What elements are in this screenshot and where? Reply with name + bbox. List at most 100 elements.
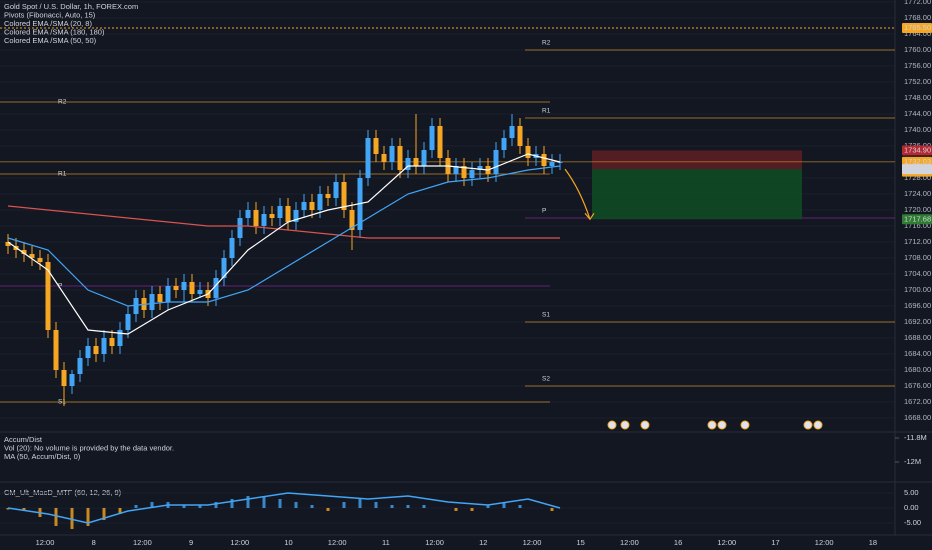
x-tick-label: 11 [382, 538, 390, 547]
candle-body [333, 182, 339, 198]
y-tick-label: 1700.00 [904, 285, 931, 294]
histogram-bar [262, 496, 266, 508]
candle-body [453, 166, 459, 174]
price-badge [902, 23, 932, 33]
y-tick-label: 1768.00 [904, 13, 931, 22]
candle-body [309, 202, 315, 210]
candle-body [21, 250, 27, 254]
x-tick-label: 17 [771, 538, 779, 547]
x-tick-label: 9 [189, 538, 193, 547]
event-icon [640, 420, 650, 430]
histogram-bar [278, 499, 282, 508]
price-badge [902, 214, 932, 225]
price-axis: 1772.00 1768.00 1764.00 1760.00 1756.00 1752.… [904, 0, 931, 422]
candle-body [237, 218, 243, 238]
histogram-bar [486, 505, 490, 508]
candle-body [45, 262, 51, 330]
y-tick-label: 1680.00 [904, 365, 931, 374]
pivot-label: R1 [58, 171, 67, 178]
x-tick-label: 12:00 [36, 538, 55, 547]
pivot-label: S2 [542, 376, 550, 383]
legend-entry: Colored EMA /SMA (20, 8) [4, 19, 92, 28]
candle-body [149, 294, 155, 310]
histogram-bar [214, 502, 218, 508]
candle-body [317, 194, 323, 210]
y-tick-label: 1672.00 [904, 397, 931, 406]
legend-entry: Gold Spot / U.S. Dollar, 1h, FOREX.com [4, 2, 138, 11]
histogram-bar [246, 496, 250, 508]
projection-arrow [564, 168, 591, 220]
histogram-bar [374, 502, 378, 508]
pivot-label: R1 [542, 108, 551, 115]
price-badge [902, 164, 932, 175]
candle-body [85, 346, 91, 358]
histogram-bar [358, 499, 362, 508]
x-tick-label: 12:00 [328, 538, 347, 547]
histogram-bar [70, 508, 74, 529]
histogram-bar [182, 505, 186, 508]
arrow-head [584, 212, 595, 221]
pane-label: Vol (20): No volume is provided by the d… [4, 443, 174, 452]
y-tick-label: 1696.00 [904, 301, 931, 310]
candle-body [245, 210, 251, 218]
candle-body [101, 338, 107, 354]
y-tick-label: 1684.00 [904, 349, 931, 358]
histogram-bar [470, 508, 474, 511]
histogram-bar [86, 508, 90, 526]
candle-body [165, 286, 171, 302]
histogram-bar [134, 505, 138, 508]
moving-average [7, 153, 561, 335]
y-tick-label: 1668.00 [904, 413, 931, 422]
macd-line [7, 492, 561, 524]
candle-body [549, 162, 555, 166]
moving-average [7, 165, 561, 307]
histogram-bar [150, 502, 154, 508]
candle-body [29, 254, 35, 258]
candle-body [133, 298, 139, 314]
candle-body [117, 330, 123, 346]
candle-body [541, 154, 547, 166]
candle-body [405, 158, 411, 170]
y-tick-label: 1728.00 [904, 173, 931, 182]
y-tick-label: 1720.00 [904, 205, 931, 214]
price-badge-label: 1734.90 [904, 145, 931, 154]
candle-body [37, 258, 43, 262]
x-tick-label: 8 [92, 538, 96, 547]
candle-body [325, 194, 331, 198]
candle-body [341, 182, 347, 210]
histogram-bar [310, 505, 314, 508]
pivot-label: P [58, 283, 62, 290]
y-tick-label: -5.00 [904, 518, 921, 527]
candle-body [157, 294, 163, 302]
event-icon [803, 420, 813, 430]
candle-body [517, 126, 523, 146]
x-tick-label: 12:00 [230, 538, 249, 547]
candle-body [125, 314, 131, 330]
price-badge-label: 1717.68 [904, 214, 931, 223]
histogram-bar [390, 505, 394, 508]
candle-body [261, 214, 267, 226]
y-tick-label: 1692.00 [904, 317, 931, 326]
candle-body [477, 166, 483, 170]
candle-body [397, 146, 403, 170]
pane-label: Accum/Dist [4, 435, 43, 444]
histogram-bar [518, 505, 522, 508]
y-tick-label: 0.00 [904, 503, 919, 512]
histogram-bar [406, 505, 410, 508]
candle-body [69, 374, 75, 386]
y-tick-label: 1724.00 [904, 189, 931, 198]
x-tick-label: 12 [479, 538, 487, 547]
x-tick-label: 12:00 [133, 538, 152, 547]
candle-body [197, 290, 203, 294]
event-icon [717, 420, 727, 430]
candle-body [293, 210, 299, 222]
histogram-bar [422, 505, 426, 508]
pane-label: MA (50, Accum/Dist, 0) [4, 452, 81, 461]
y-tick-label: 1688.00 [904, 333, 931, 342]
y-tick-label: 1744.00 [904, 109, 931, 118]
pivot-label: P [542, 208, 546, 215]
histogram-bar [102, 508, 106, 520]
candle-body [77, 358, 83, 374]
